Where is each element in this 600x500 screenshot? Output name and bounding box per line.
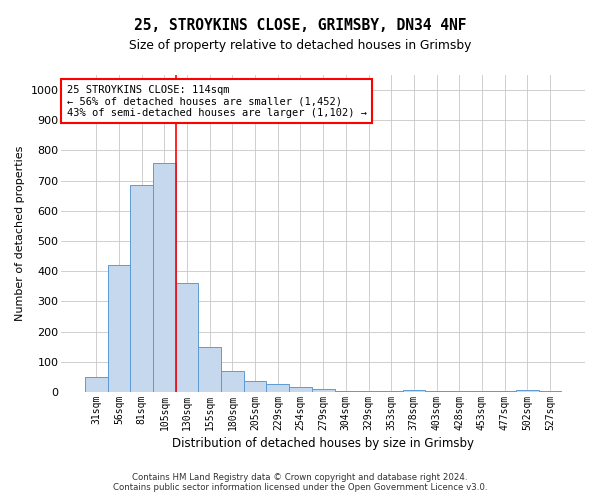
Bar xyxy=(85,377,108,392)
Bar xyxy=(176,284,199,392)
X-axis label: Distribution of detached houses by size in Grimsby: Distribution of detached houses by size … xyxy=(172,437,474,450)
Bar xyxy=(153,162,176,392)
Bar xyxy=(130,185,153,392)
Text: 25, STROYKINS CLOSE, GRIMSBY, DN34 4NF: 25, STROYKINS CLOSE, GRIMSBY, DN34 4NF xyxy=(134,18,466,32)
Bar xyxy=(289,388,312,392)
Text: 25 STROYKINS CLOSE: 114sqm
← 56% of detached houses are smaller (1,452)
43% of s: 25 STROYKINS CLOSE: 114sqm ← 56% of deta… xyxy=(67,84,367,117)
Y-axis label: Number of detached properties: Number of detached properties xyxy=(15,146,25,321)
Bar xyxy=(266,384,289,392)
Bar xyxy=(516,390,539,392)
Bar xyxy=(403,390,425,392)
Text: Contains HM Land Registry data © Crown copyright and database right 2024.
Contai: Contains HM Land Registry data © Crown c… xyxy=(113,473,487,492)
Bar xyxy=(221,371,244,392)
Bar xyxy=(357,390,380,392)
Bar xyxy=(108,265,130,392)
Bar xyxy=(244,381,266,392)
Text: Size of property relative to detached houses in Grimsby: Size of property relative to detached ho… xyxy=(129,39,471,52)
Bar xyxy=(312,389,335,392)
Bar xyxy=(199,346,221,392)
